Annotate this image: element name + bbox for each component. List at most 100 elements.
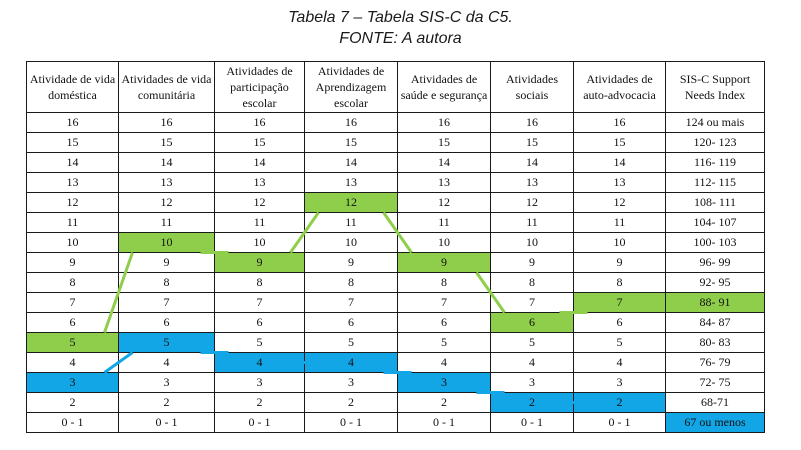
table-cell: 15: [118, 132, 215, 153]
table-cell: 0 - 1: [26, 412, 119, 433]
table-cell: 8: [26, 272, 119, 293]
table-cell: 8: [397, 272, 491, 293]
table-cell: 92- 95: [665, 272, 765, 293]
table-cell: 14: [490, 152, 574, 173]
table-cell: 5: [214, 332, 305, 353]
column-header: Atividades de Aprendizagem escolar: [304, 61, 398, 113]
table-row: 5 5 5 5 5 5 5 80- 83: [26, 332, 765, 353]
table-cell: 12: [214, 192, 305, 213]
table-cell: 15: [214, 132, 305, 153]
table-cell: 4: [26, 352, 119, 373]
table-cell: 96- 99: [665, 252, 765, 273]
table-cell: 10: [304, 232, 398, 253]
table-cell: 0 - 1: [214, 412, 305, 433]
table-cell: 2: [573, 392, 666, 413]
table-cell: 7: [214, 292, 305, 313]
table-cell: 7: [26, 292, 119, 313]
table-cell: 5: [26, 332, 119, 353]
column-header: SIS-C Support Needs Index: [665, 61, 765, 113]
table-cell: 16: [118, 112, 215, 133]
table-cell: 15: [304, 132, 398, 153]
table-cell: 12: [304, 192, 398, 213]
table-cell: 108- 111: [665, 192, 765, 213]
table-cell: 14: [304, 152, 398, 173]
table-cell: 6: [490, 312, 574, 333]
table-cell: 11: [214, 212, 305, 233]
table-cell: 13: [118, 172, 215, 193]
table-cell: 76- 79: [665, 352, 765, 373]
table-cell: 2: [214, 392, 305, 413]
table-cell: 14: [26, 152, 119, 173]
table-cell: 5: [490, 332, 574, 353]
column-header: Atividades de participação escolar: [214, 61, 305, 113]
column-header: Atividades de vida comunitária: [118, 61, 215, 113]
table-cell: 12: [573, 192, 666, 213]
table-cell: 4: [490, 352, 574, 373]
table-cell: 2: [118, 392, 215, 413]
table-cell: 7: [490, 292, 574, 313]
table-body: 16 16 16 16 16 16 16 124 ou mais 15 15 15 15 15 15 15 1…: [26, 112, 765, 433]
table-cell: 5: [573, 332, 666, 353]
table-cell: 72- 75: [665, 372, 765, 393]
table-row: 9 9 9 9 9 9 9 96- 99: [26, 252, 765, 273]
table-row: 4 4 4 4 4 4 4 76- 79: [26, 352, 765, 373]
table-cell: 120- 123: [665, 132, 765, 153]
table-cell: 5: [304, 332, 398, 353]
table-cell: 9: [397, 252, 491, 273]
table-cell: 6: [573, 312, 666, 333]
table-cell: 0 - 1: [397, 412, 491, 433]
table-cell: 3: [304, 372, 398, 393]
table-cell: 14: [397, 152, 491, 173]
column-header: Atividades de saúde e segurança: [397, 61, 491, 113]
table-row: 15 15 15 15 15 15 15 120- 123: [26, 132, 765, 153]
table-cell: 9: [490, 252, 574, 273]
table-cell: 15: [490, 132, 574, 153]
table-cell: 10: [118, 232, 215, 253]
table-cell: 124 ou mais: [665, 112, 765, 133]
table-cell: 10: [26, 232, 119, 253]
table-cell: 15: [26, 132, 119, 153]
table-cell: 6: [214, 312, 305, 333]
table-row: 6 6 6 6 6 6 6 84- 87: [26, 312, 765, 333]
table-cell: 100- 103: [665, 232, 765, 253]
table-cell: 12: [26, 192, 119, 213]
table-cell: 8: [304, 272, 398, 293]
table-cell: 16: [214, 112, 305, 133]
table-cell: 11: [118, 212, 215, 233]
table-cell: 67 ou menos: [665, 412, 765, 433]
table-cell: 13: [490, 172, 574, 193]
table-cell: 9: [304, 252, 398, 273]
table-cell: 12: [397, 192, 491, 213]
table-cell: 11: [304, 212, 398, 233]
table-row: 14 14 14 14 14 14 14 116- 119: [26, 152, 765, 173]
table-row: 13 13 13 13 13 13 13 112- 115: [26, 172, 765, 193]
table-cell: 12: [118, 192, 215, 213]
table-cell: 10: [490, 232, 574, 253]
table-row: 7 7 7 7 7 7 7 88- 91: [26, 292, 765, 313]
table-cell: 16: [304, 112, 398, 133]
table-cell: 0 - 1: [118, 412, 215, 433]
table-cell: 9: [214, 252, 305, 273]
table-cell: 0 - 1: [304, 412, 398, 433]
table-row: 8 8 8 8 8 8 8 92- 95: [26, 272, 765, 293]
table-cell: 13: [573, 172, 666, 193]
table-cell: 6: [26, 312, 119, 333]
table-cell: 5: [118, 332, 215, 353]
table-cell: 11: [573, 212, 666, 233]
table-cell: 7: [573, 292, 666, 313]
table-cell: 15: [573, 132, 666, 153]
table-cell: 13: [26, 172, 119, 193]
table-cell: 16: [490, 112, 574, 133]
table-cell: 7: [397, 292, 491, 313]
table-cell: 14: [214, 152, 305, 173]
table-cell: 4: [573, 352, 666, 373]
table-source: FONTE: A autora: [339, 30, 462, 47]
table-row: 16 16 16 16 16 16 16 124 ou mais: [26, 112, 765, 133]
table-cell: 84- 87: [665, 312, 765, 333]
table-row: 12 12 12 12 12 12 12 108- 111: [26, 192, 765, 213]
table-cell: 6: [118, 312, 215, 333]
table-cell: 4: [304, 352, 398, 373]
table-cell: 8: [118, 272, 215, 293]
table-cell: 13: [304, 172, 398, 193]
table-cell: 88- 91: [665, 292, 765, 313]
